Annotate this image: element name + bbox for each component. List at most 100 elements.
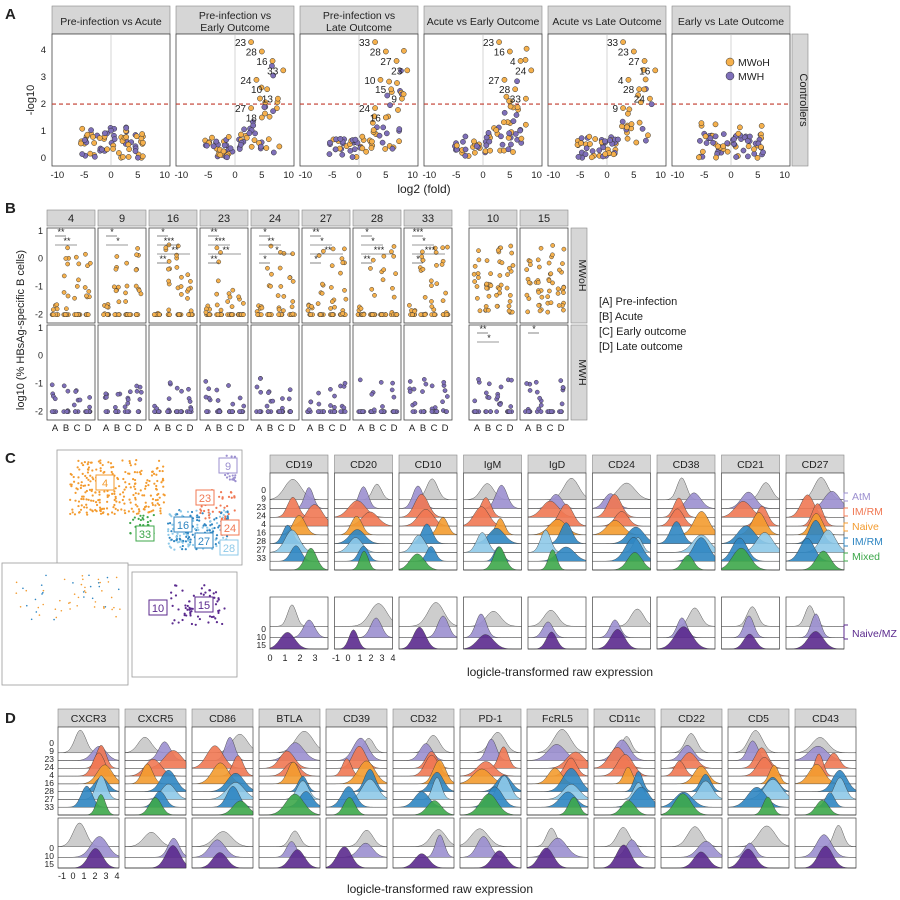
ridge <box>192 800 254 816</box>
umap-point <box>133 516 136 519</box>
legend-label-c: Naive <box>852 521 879 533</box>
dot-b <box>133 267 139 273</box>
umap-point <box>78 511 81 514</box>
dot-b <box>342 380 348 386</box>
umap-point <box>223 607 226 610</box>
umap-point <box>191 533 194 536</box>
scatter-point <box>352 136 359 143</box>
umap-point <box>143 506 147 509</box>
dot-b <box>156 409 162 414</box>
labelled-point <box>248 39 254 45</box>
row-tick-d: 15 <box>45 859 55 869</box>
umap-point <box>130 507 133 510</box>
umap-point <box>189 612 192 615</box>
dot-b <box>560 385 566 390</box>
scatter-point <box>724 148 731 155</box>
labelled-point <box>647 95 653 102</box>
dot-b <box>484 258 490 263</box>
umap-point <box>136 505 139 508</box>
ridge <box>528 549 586 571</box>
cluster-label-a: 33 <box>359 38 371 49</box>
dot-b <box>445 394 450 399</box>
dot-b <box>407 389 413 394</box>
sig-label: * <box>116 236 120 246</box>
dot-b <box>113 405 118 410</box>
scatter-point <box>92 153 98 160</box>
dot-b <box>524 381 529 386</box>
dot-b <box>178 409 184 414</box>
umap-point <box>132 510 135 513</box>
legend-label-b: [A] Pre-infection <box>599 296 677 308</box>
facet-title-a: Pre-infection vs <box>323 10 395 22</box>
dot-b <box>186 312 191 317</box>
legend-bracket-c <box>843 624 848 640</box>
x-tick-b: D <box>507 423 514 434</box>
dot-b <box>103 409 109 414</box>
ridge <box>526 847 588 869</box>
dot-b <box>305 308 311 313</box>
row-tick-c: 24 <box>257 511 267 521</box>
umap-point <box>149 519 152 522</box>
dot-b <box>510 263 516 268</box>
labelled-point <box>253 76 260 83</box>
legend-label-c: IM/RM <box>852 536 883 548</box>
dot-b <box>185 272 191 278</box>
umap-point <box>181 548 184 551</box>
facet-title-b: 16 <box>167 213 179 225</box>
dot-b <box>411 386 417 392</box>
umap-point <box>22 587 24 590</box>
ridge <box>592 619 651 638</box>
umap-point <box>187 545 190 548</box>
ridge <box>463 506 522 527</box>
dot-b <box>407 302 412 308</box>
umap-point <box>81 574 84 577</box>
scatter-point <box>733 154 739 160</box>
dot-b <box>163 245 169 251</box>
dot-b <box>114 254 120 259</box>
sig-label: * <box>365 227 369 237</box>
scatter-point <box>263 145 270 151</box>
x-tick-b: A <box>52 423 59 434</box>
ridge <box>125 845 187 869</box>
umap-point <box>124 470 127 474</box>
umap-point <box>211 527 214 530</box>
umap-point <box>59 599 61 602</box>
dot-b <box>320 281 325 287</box>
dot-b <box>237 395 243 401</box>
dot-b <box>266 390 271 395</box>
umap-point <box>88 488 92 491</box>
facet-panel-b <box>519 227 569 324</box>
marker-title-c: IgD <box>549 459 566 471</box>
umap-point <box>112 506 115 509</box>
facet-strip-b <box>301 209 351 227</box>
umap-point <box>176 541 179 544</box>
dot-b <box>420 389 425 394</box>
sig-label: * <box>263 227 267 237</box>
ridge <box>463 528 522 544</box>
dot-b <box>188 279 193 284</box>
labelled-point <box>382 114 389 121</box>
dot-b <box>332 409 337 414</box>
umap-point <box>213 526 216 530</box>
ridge <box>594 800 655 816</box>
ridge <box>398 509 458 527</box>
umap-point <box>97 498 100 502</box>
scatter-point <box>369 119 376 126</box>
umap-point <box>156 479 159 483</box>
umap-point <box>144 487 147 490</box>
labelled-point <box>625 76 632 83</box>
umap-point <box>228 478 231 481</box>
umap-point <box>123 509 126 512</box>
umap-point <box>115 500 118 503</box>
dot-b <box>550 252 555 258</box>
umap-point <box>212 615 215 618</box>
dot-b <box>368 266 373 271</box>
x-label-c: logicle-transformed raw expression <box>467 665 653 679</box>
x-tick-b: B <box>536 423 542 434</box>
scatter-point <box>398 67 404 74</box>
umap-point <box>141 494 144 497</box>
umap-point <box>144 485 147 488</box>
row-tick-c: 4 <box>261 519 266 529</box>
dot-b <box>441 379 447 385</box>
sig-label: *** <box>413 227 424 237</box>
